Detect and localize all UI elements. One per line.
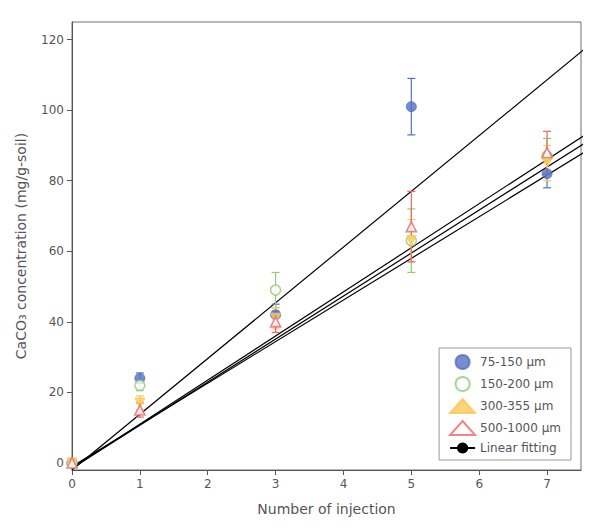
svg-text:500-1000 μm: 500-1000 μm (480, 421, 561, 435)
svg-text:80: 80 (49, 174, 64, 188)
svg-text:0: 0 (56, 456, 64, 470)
svg-text:2: 2 (204, 477, 212, 491)
svg-text:7: 7 (543, 477, 551, 491)
svg-text:60: 60 (49, 244, 64, 258)
svg-text:100: 100 (41, 103, 64, 117)
svg-text:1: 1 (136, 477, 144, 491)
svg-text:0: 0 (68, 477, 76, 491)
svg-text:3: 3 (272, 477, 280, 491)
svg-text:40: 40 (49, 315, 64, 329)
svg-text:20: 20 (49, 385, 64, 399)
svg-text:6: 6 (475, 477, 483, 491)
svg-text:120: 120 (41, 33, 64, 47)
svg-text:300-355 μm: 300-355 μm (480, 399, 553, 413)
svg-text:4: 4 (340, 477, 348, 491)
svg-text:150-200 μm: 150-200 μm (480, 377, 553, 391)
svg-text:CaCO₃ concentration (mg/g-soil: CaCO₃ concentration (mg/g-soil) (13, 133, 29, 359)
svg-text:75-150 μm: 75-150 μm (480, 355, 546, 369)
svg-text:Linear fitting: Linear fitting (480, 441, 557, 455)
svg-text:Number of injection: Number of injection (257, 501, 395, 517)
svg-text:5: 5 (408, 477, 416, 491)
